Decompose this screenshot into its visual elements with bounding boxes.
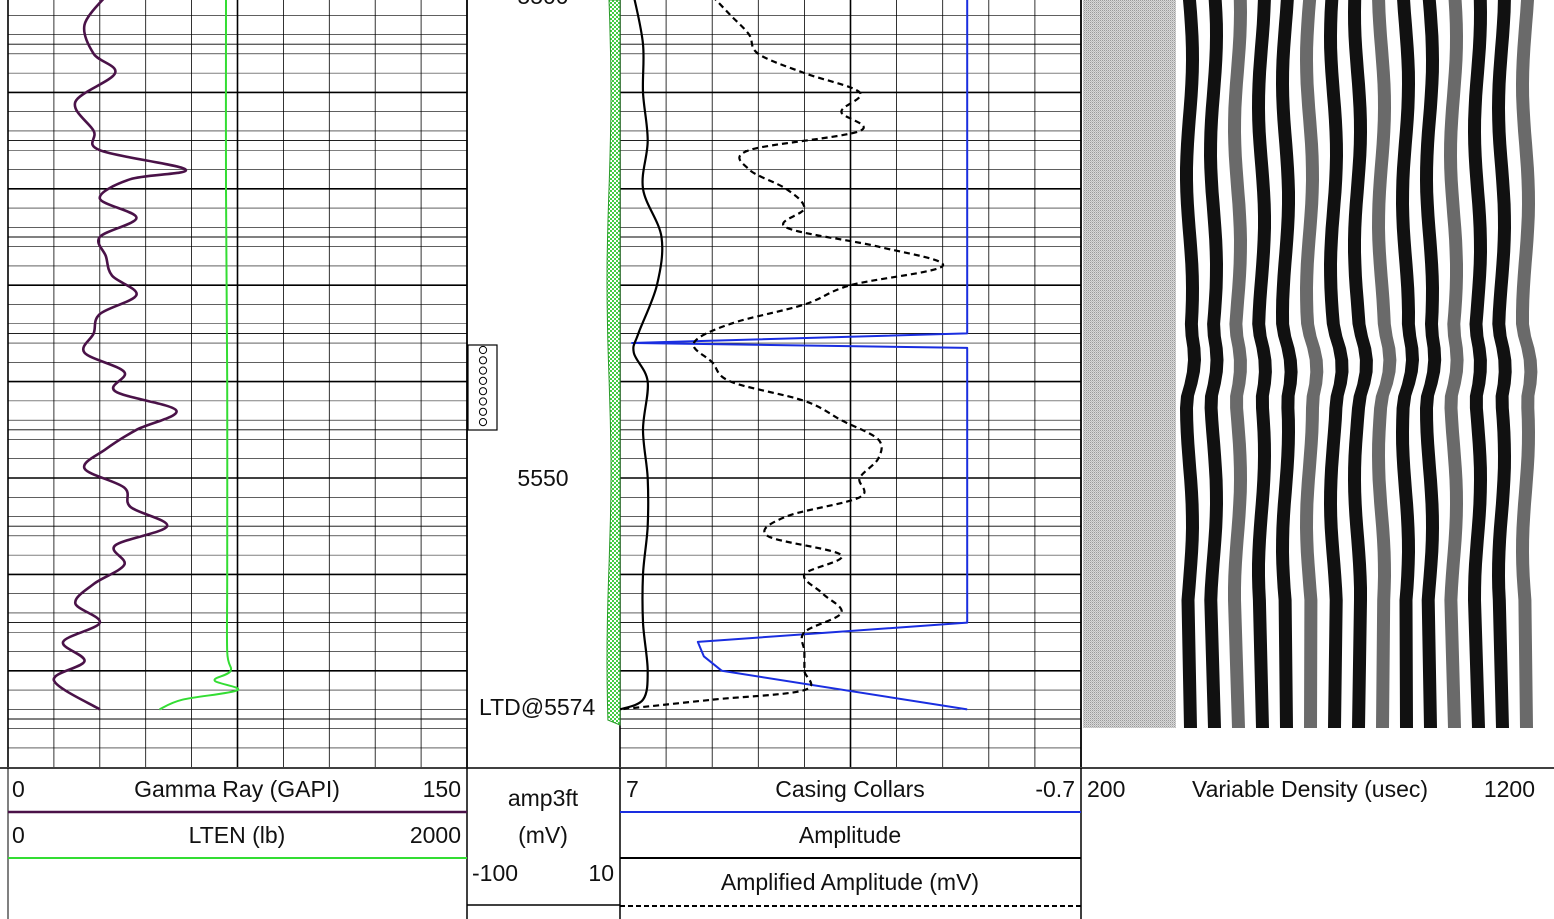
vdl-band [1420, 0, 1442, 728]
amp3ft-title: amp3ft [508, 785, 579, 811]
ltd-annotation: LTD@5574 [479, 694, 595, 720]
gamma-ray-scale-right: 150 [423, 776, 461, 802]
vdl-band [1204, 0, 1224, 728]
amplitude-title: Amplitude [799, 822, 901, 848]
vdl-scale-right: 1200 [1484, 776, 1535, 802]
perforation-hole [478, 345, 488, 355]
log-curves [52, 0, 969, 711]
perforation-hole [478, 376, 488, 385]
amplified-amplitude-title: Amplified Amplitude (mV) [721, 869, 979, 895]
lten-title: LTEN (lb) [189, 822, 286, 848]
vdl-band [1300, 0, 1324, 728]
casing-collars-curve [631, 0, 969, 711]
vdl-scale-left: 200 [1087, 776, 1125, 802]
lten-scale-left: 0 [12, 822, 25, 848]
track-grids [7, 0, 1082, 767]
cement-fill [606, 0, 621, 726]
vdl-band [1516, 0, 1538, 728]
variable-density-image [1083, 0, 1540, 728]
amp3ft-unit: (mV) [518, 822, 568, 848]
perforation-hole [478, 366, 488, 375]
gamma-ray-title: Gamma Ray (GAPI) [134, 776, 340, 802]
perforation-hole [478, 407, 488, 416]
depth-label-5500: 5500 [517, 0, 568, 9]
vdl-band [1492, 0, 1512, 728]
vdl-band [1396, 0, 1419, 728]
vdl-band [1324, 0, 1349, 728]
cement-fill-area [606, 0, 621, 726]
lten-scale-right: 2000 [410, 822, 461, 848]
gamma-ray-scale-left: 0 [12, 776, 25, 802]
vdl-band [1180, 0, 1201, 728]
vdl-title: Variable Density (usec) [1192, 776, 1428, 802]
depth-label-5550: 5550 [517, 465, 568, 491]
lten-curve [159, 0, 240, 711]
perforation-hole [478, 418, 488, 427]
gamma-ray-curve [52, 0, 187, 711]
amplified-amplitude-curve [619, 0, 944, 711]
perforation-marker-icon [467, 344, 498, 431]
amp3ft-scale-right: 10 [588, 860, 614, 886]
amp3ft-scale-left: -100 [472, 860, 518, 886]
vdl-band [1348, 0, 1373, 728]
casing-collars-scale-left: 7 [626, 776, 639, 802]
perforation-hole [478, 397, 488, 406]
vdl-band [1444, 0, 1464, 728]
amplitude-curve [619, 0, 664, 711]
vdl-band [1276, 0, 1298, 728]
vdl-band [1228, 0, 1247, 728]
perforation-hole [478, 356, 488, 365]
vdl-band [1372, 0, 1397, 728]
perforation-hole [478, 387, 488, 396]
casing-collars-scale-right: -0.7 [1035, 776, 1075, 802]
casing-collars-title: Casing Collars [775, 776, 925, 802]
vdl-band [1252, 0, 1272, 728]
vdl-band [1468, 0, 1487, 728]
